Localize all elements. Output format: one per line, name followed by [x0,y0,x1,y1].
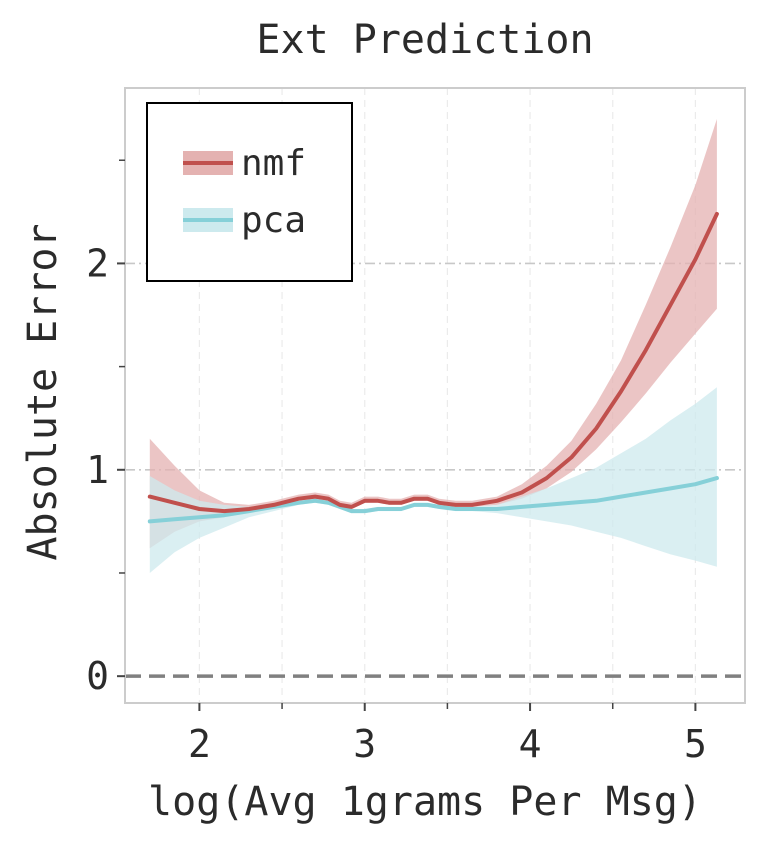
x-axis-label: log(Avg 1grams Per Msg) [148,779,702,825]
y-tick-label: 1 [86,448,109,492]
legend-box [146,102,353,282]
x-tick-label: 4 [519,722,542,766]
legend-label-nmf: nmf [241,143,306,184]
chart-title: Ext Prediction [256,17,593,63]
plot-frame [124,87,746,704]
series-line-nmf [147,211,719,514]
y-tick-label: 0 [86,654,109,698]
legend-label-pca: pca [241,200,306,241]
confidence-band-nmf [149,119,717,549]
y-tick-label: 2 [86,241,109,285]
x-tick-label: 5 [684,722,707,766]
plot-area: 2 3 4 5 0 1 2 nmf pca [86,87,746,766]
y-axis-label: Absolute Error [20,223,66,560]
confidence-band-pca [149,387,717,573]
x-tick-label: 3 [353,722,376,766]
x-tick-label: 2 [188,722,211,766]
